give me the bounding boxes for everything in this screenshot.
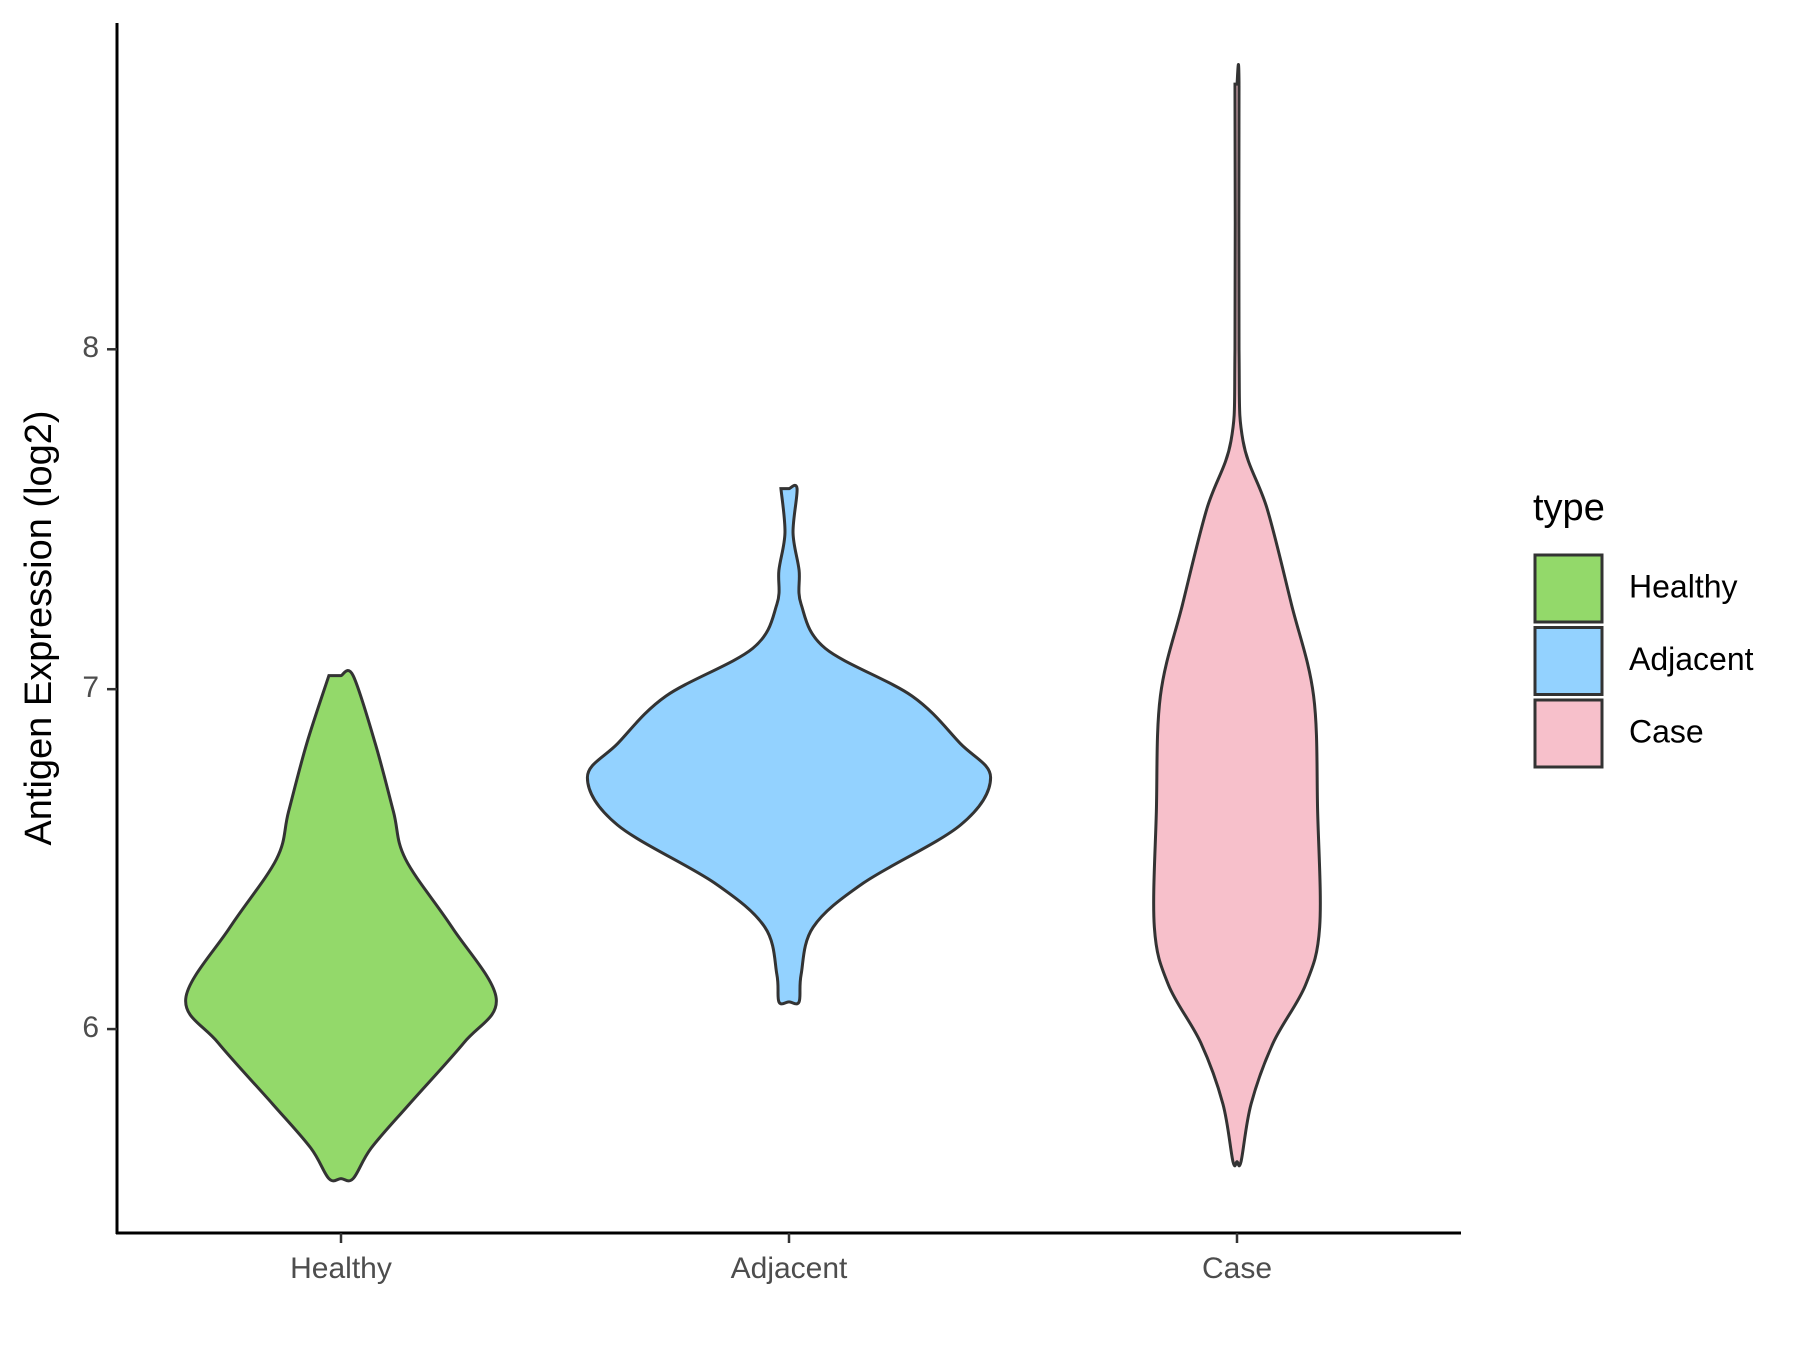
- legend-key: [1533, 698, 1604, 769]
- y-tick-label: 7: [82, 671, 99, 704]
- legend-label: Healthy: [1629, 568, 1738, 604]
- x-tick-label: Healthy: [290, 1252, 392, 1285]
- violin: [1152, 63, 1322, 1168]
- legend-key: [1533, 626, 1604, 696]
- x-tick-label: Adjacent: [731, 1252, 848, 1285]
- legend-label: Case: [1629, 713, 1704, 749]
- x-tick-label: Case: [1202, 1252, 1272, 1285]
- y-axis-title: Antigen Expression (log2): [18, 410, 60, 845]
- y-tick-label: 8: [82, 331, 99, 364]
- legend-title: type: [1533, 487, 1605, 529]
- legend-label: Adjacent: [1629, 641, 1754, 677]
- violin: [184, 669, 498, 1183]
- legend-key: [1533, 553, 1604, 624]
- violin: [585, 483, 993, 1006]
- y-tick-label: 6: [82, 1011, 99, 1044]
